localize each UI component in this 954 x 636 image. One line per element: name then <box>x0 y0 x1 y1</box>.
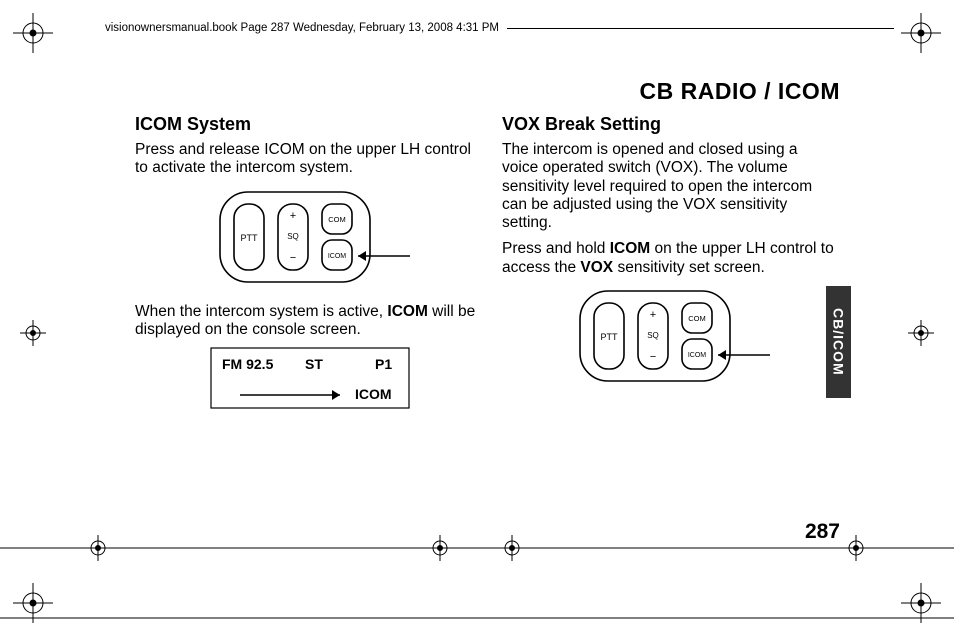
svg-text:SQ: SQ <box>647 331 659 340</box>
para-vox-2: Press and hold ICOM on the upper LH cont… <box>502 240 837 277</box>
para-icom-2: When the intercom system is active, ICOM… <box>135 303 485 340</box>
figure-control-pod-left: PTT + SQ − COM ICOM <box>135 186 485 293</box>
para-vox-2-pre: Press and hold <box>502 240 610 257</box>
header-meta: visionownersmanual.book Page 287 Wednesd… <box>105 22 894 34</box>
heading-icom-system: ICOM System <box>135 114 485 135</box>
svg-text:+: + <box>649 309 655 321</box>
svg-text:COM: COM <box>328 215 346 224</box>
svg-text:SQ: SQ <box>287 232 299 241</box>
svg-text:−: − <box>290 252 296 264</box>
left-column: ICOM System Press and release ICOM on th… <box>135 114 485 424</box>
svg-text:ICOM: ICOM <box>355 386 392 402</box>
svg-text:ICOM: ICOM <box>328 253 346 260</box>
svg-text:P1: P1 <box>375 356 392 372</box>
page-title: CB RADIO / ICOM <box>640 78 840 105</box>
svg-text:ICOM: ICOM <box>687 352 705 359</box>
svg-text:+: + <box>290 210 296 222</box>
svg-text:−: − <box>649 351 655 363</box>
para-icom-2-bold: ICOM <box>387 303 427 320</box>
svg-text:ST: ST <box>305 356 323 372</box>
figure-control-pod-right: PTT + SQ − COM ICOM <box>502 285 837 392</box>
side-tab: CB/ICOM <box>826 286 851 398</box>
header-rule <box>507 28 894 29</box>
para-vox-2-b2: VOX <box>580 259 613 276</box>
header-meta-text: visionownersmanual.book Page 287 Wednesd… <box>105 22 507 34</box>
page-number: 287 <box>805 520 840 544</box>
svg-text:PTT: PTT <box>241 233 259 243</box>
svg-text:COM: COM <box>688 314 706 323</box>
para-icom-2-pre: When the intercom system is active, <box>135 303 387 320</box>
para-icom-1: Press and release ICOM on the upper LH c… <box>135 141 485 178</box>
side-tab-label: CB/ICOM <box>831 308 847 376</box>
svg-text:PTT: PTT <box>600 332 618 342</box>
figure-console-display: FM 92.5 ST P1 ICOM <box>135 347 485 414</box>
para-vox-1: The intercom is opened and closed using … <box>502 141 837 232</box>
para-vox-2-post: sensitivity set screen. <box>613 259 765 276</box>
heading-vox: VOX Break Setting <box>502 114 837 135</box>
para-vox-2-b1: ICOM <box>610 240 650 257</box>
right-column: VOX Break Setting The intercom is opened… <box>502 114 837 402</box>
svg-text:FM 92.5: FM 92.5 <box>222 356 274 372</box>
